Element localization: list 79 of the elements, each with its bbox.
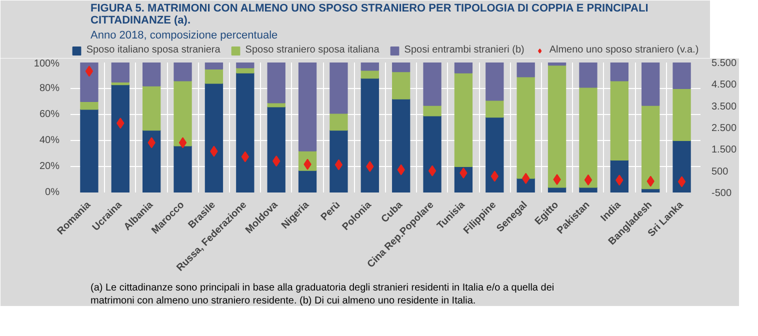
bar <box>330 130 348 192</box>
bar <box>298 170 317 192</box>
bar <box>111 84 130 192</box>
bar <box>579 62 598 88</box>
bar <box>360 78 379 192</box>
bar <box>142 85 161 131</box>
bar <box>142 130 161 192</box>
bar <box>642 62 660 106</box>
legend-label: Sposi entrambi stranieri (b) <box>404 44 524 56</box>
y-tick-label: 60% <box>39 109 60 120</box>
bar <box>486 116 504 192</box>
point <box>178 137 187 148</box>
point <box>460 168 468 178</box>
bar <box>672 140 691 192</box>
point <box>334 159 343 170</box>
y-tick-label: 80% <box>39 83 60 94</box>
point <box>584 174 592 186</box>
bar <box>204 62 224 70</box>
bar <box>423 62 442 106</box>
bar <box>454 62 473 74</box>
bar <box>174 145 192 192</box>
bar <box>236 72 254 192</box>
legend-label: Almeno uno sposo straniero (v.a.) <box>549 44 699 56</box>
legend-label: Sposo italiano sposa straniera <box>86 44 220 56</box>
y-tick-label: 100% <box>34 58 60 70</box>
bar <box>392 62 410 72</box>
bar <box>516 62 535 78</box>
bar <box>486 100 504 118</box>
bar <box>298 62 317 152</box>
bar <box>672 88 691 141</box>
y2-tick-label: 5.500 <box>712 58 737 69</box>
y2-tick-label: 4.500 <box>712 80 737 91</box>
y2-tick-label: 1.500 <box>712 144 737 156</box>
bar <box>672 62 691 89</box>
y-tick-label: 0% <box>45 187 60 198</box>
bar <box>174 62 192 82</box>
bar <box>80 101 98 110</box>
y2-tick-label: 2.500 <box>712 123 737 134</box>
bar <box>330 62 348 114</box>
bar <box>236 62 254 68</box>
y2-tick-label: -500 <box>712 188 732 199</box>
bar <box>548 64 566 188</box>
bar <box>111 62 130 82</box>
point <box>678 176 686 188</box>
bar <box>80 108 98 192</box>
bar <box>392 98 410 192</box>
bar <box>516 76 535 179</box>
bar <box>360 62 379 71</box>
bar <box>174 80 192 146</box>
chart-subtitle: Anno 2018, composizione percentuale <box>90 30 278 42</box>
bar <box>423 104 442 116</box>
bar <box>642 104 660 190</box>
bar <box>486 62 504 101</box>
chart-title: FIGURA 5. MATRIMONI CON ALMENO UNO SPOSO STRANIERO PER TIPOLOGIA DI COPPIA E PRINCIPALI CITTADINANZE (a). <box>90 2 648 26</box>
bar <box>610 160 628 192</box>
bar <box>267 62 286 104</box>
bar <box>548 62 566 66</box>
legend-label: Sposo straniero sposa italiana <box>245 44 380 56</box>
text: (a) Le cittadinanze sono principali in base alla graduatoria degli stranieri residenti in Italia e/o a quella dei matrimoni con almeno uno straniero residente. (b) Di cui almeno uno residente in Italia. <box>90 282 554 306</box>
bar <box>610 62 628 82</box>
point <box>366 161 374 172</box>
bar <box>392 71 410 100</box>
point <box>553 174 561 185</box>
bar <box>610 80 628 160</box>
bar <box>204 82 224 192</box>
y2-tick-label: 3.500 <box>712 101 737 112</box>
bar <box>142 62 161 86</box>
point <box>85 66 94 77</box>
bar <box>80 62 98 102</box>
bar <box>330 112 348 131</box>
bar <box>204 68 224 84</box>
bar <box>267 106 286 192</box>
y2-tick-label: 500 <box>712 166 729 178</box>
bar <box>423 115 442 192</box>
bar <box>579 86 598 188</box>
bar <box>454 72 473 167</box>
y-tick-label: 20% <box>39 161 60 172</box>
point <box>428 165 436 176</box>
y-tick-label: 40% <box>39 135 60 146</box>
